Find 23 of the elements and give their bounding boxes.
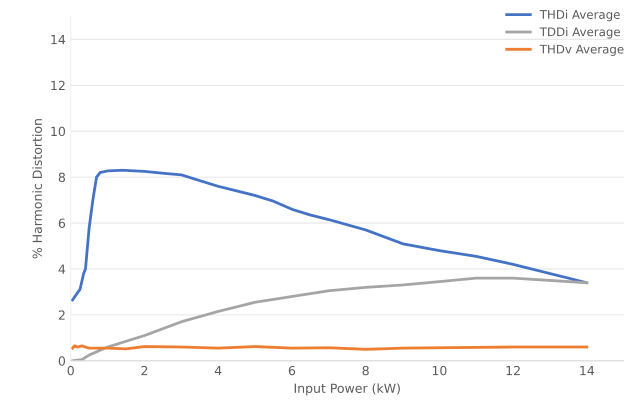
y-tick-label: 0 <box>58 356 66 366</box>
x-tick-label: 0 <box>68 366 74 376</box>
x-tick-label: 10 <box>432 366 447 376</box>
line-series <box>71 168 588 302</box>
y-tick-label: 8 <box>58 172 66 182</box>
x-tick-label: 6 <box>288 366 296 376</box>
y-tick-label: 2 <box>58 310 65 320</box>
legend-label: THDv Average <box>540 44 624 56</box>
y-tick-label: 14 <box>51 34 66 44</box>
x-axis-title: Input Power (kW) <box>294 383 400 396</box>
y-axis-title: % Harmonic Distortion <box>32 119 42 258</box>
y-tick-label: 4 <box>58 264 66 274</box>
line-series <box>71 276 588 361</box>
y-tick-label: 6 <box>58 218 66 228</box>
x-tick-label: 14 <box>580 366 594 376</box>
legend-label: TDDi Average <box>540 27 620 39</box>
y-tick-label: 12 <box>51 80 65 90</box>
x-tick-label: 8 <box>362 366 369 376</box>
x-tick-label: 4 <box>214 366 222 376</box>
y-tick-label: 10 <box>51 126 66 136</box>
x-tick-label: 12 <box>506 366 520 376</box>
x-tick-label: 2 <box>141 366 148 376</box>
legend-label: THDi Average <box>540 10 620 22</box>
